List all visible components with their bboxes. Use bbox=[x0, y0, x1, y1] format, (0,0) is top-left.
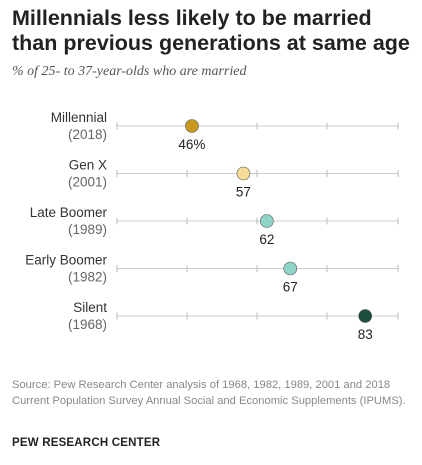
brand-name: PEW RESEARCH CENTER bbox=[12, 437, 161, 449]
year-label: (1989) bbox=[68, 222, 107, 237]
chart-subtitle: % of 25- to 37-year-olds who are married bbox=[12, 64, 247, 79]
year-label: (1982) bbox=[68, 270, 107, 285]
generation-label: Late Boomer bbox=[30, 205, 108, 220]
chart-title: Millennials less likely to be married th… bbox=[12, 6, 410, 55]
generation-label: Silent bbox=[73, 300, 107, 315]
generation-label: Early Boomer bbox=[25, 253, 107, 268]
source-note: Source: Pew Research Center analysis of … bbox=[12, 379, 406, 407]
data-label: 46% bbox=[178, 137, 205, 152]
generation-label: Millennial bbox=[51, 110, 107, 125]
year-label: (2001) bbox=[68, 175, 107, 190]
data-label: 83 bbox=[358, 327, 373, 342]
data-label: 67 bbox=[283, 280, 298, 295]
year-label: (2018) bbox=[68, 127, 107, 142]
data-point bbox=[283, 261, 298, 276]
dot-plot: Millennial (2018) 46% Gen X (2001) 57 Late Boo… bbox=[25, 110, 399, 342]
year-label: (1968) bbox=[68, 317, 107, 332]
generation-label: Gen X bbox=[69, 158, 107, 173]
data-point bbox=[358, 309, 373, 323]
data-point bbox=[185, 119, 199, 133]
data-label: 57 bbox=[236, 185, 251, 200]
data-label: 62 bbox=[259, 232, 274, 247]
data-point bbox=[236, 166, 251, 181]
data-point bbox=[260, 214, 274, 228]
